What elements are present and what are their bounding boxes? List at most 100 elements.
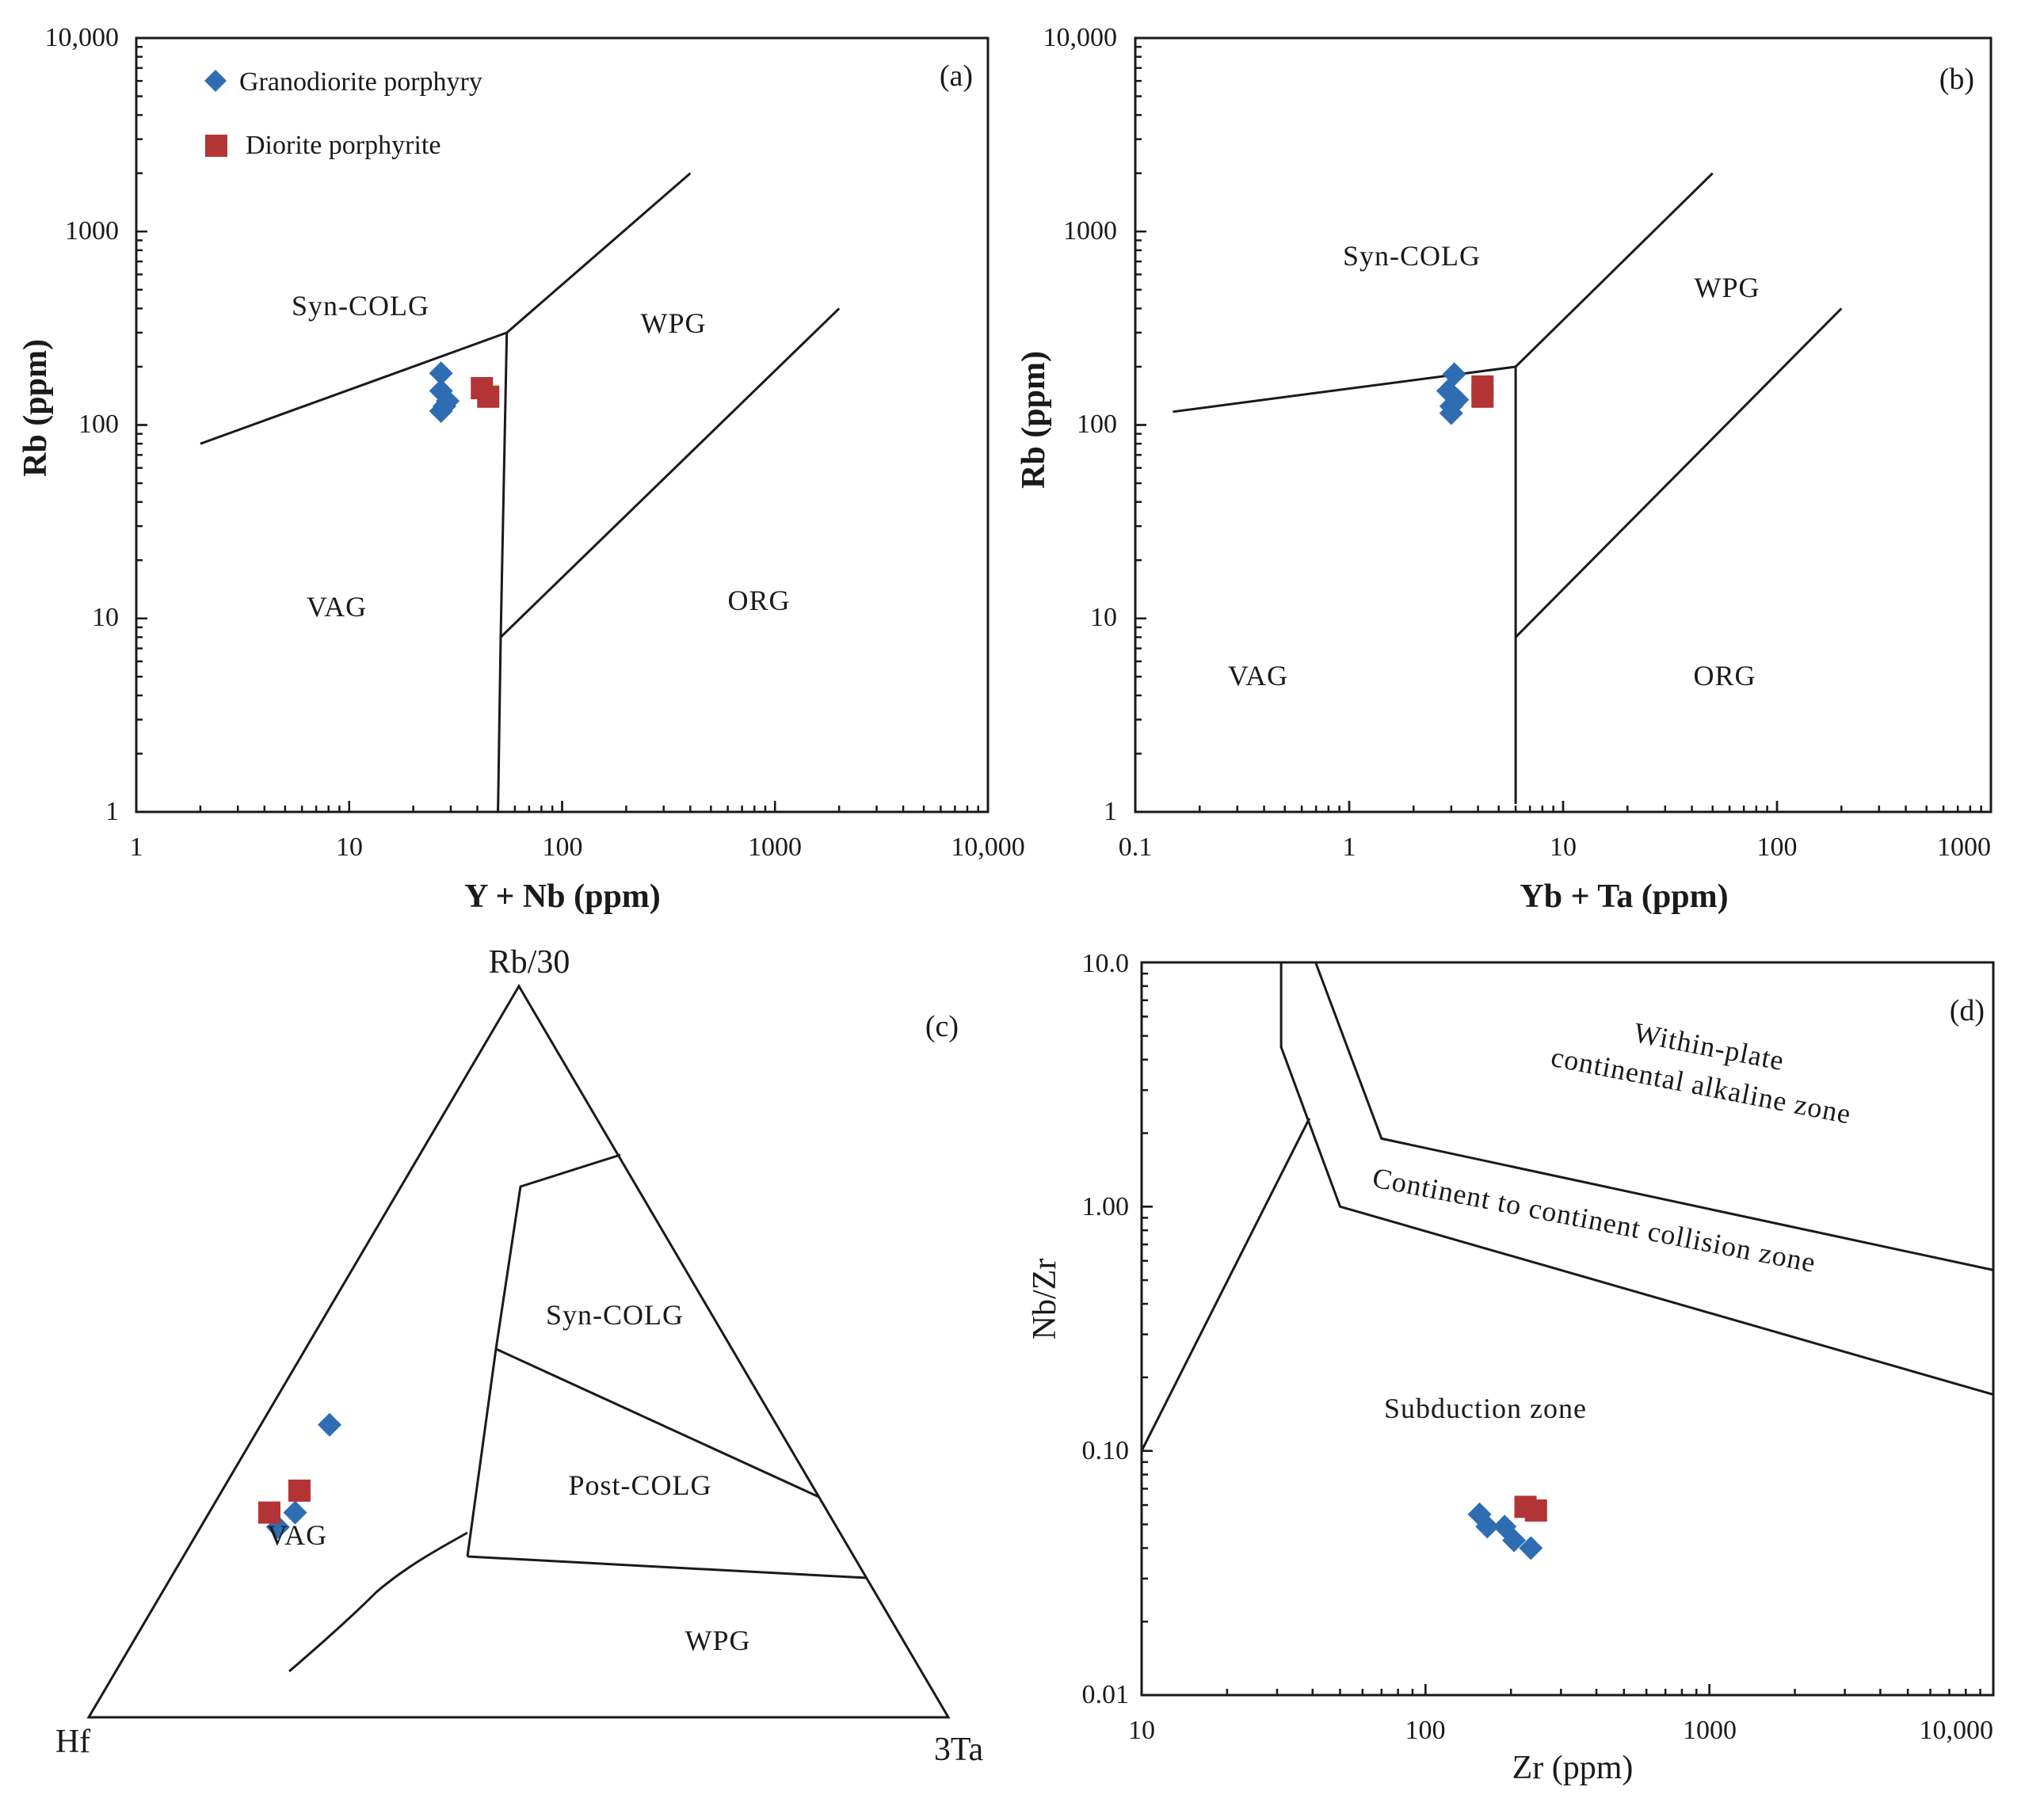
granodiorite-point: [1502, 1528, 1527, 1553]
diorite-point: [1471, 385, 1494, 408]
panel-a: 1 10 100 1000 10,000 1 10 100 1000 10,00…: [17, 23, 1025, 915]
panel-d-xtick-label: 10: [1128, 1716, 1155, 1745]
ternary-boundary: [288, 1531, 468, 1673]
panel-d-ticks: [1140, 961, 1995, 1697]
granodiorite-point: [283, 1500, 307, 1525]
zone-label-wpg: WPG: [1695, 272, 1760, 303]
ternary-triangle: [86, 984, 951, 1719]
ternary-boundary: [495, 1347, 820, 1499]
panel-a-ytick-label: 10: [92, 603, 119, 632]
discrimination-boundary: [499, 307, 841, 638]
panel-c: Rb/30 Hf 3Ta (c) Syn-COLG Post-COLG VAG …: [55, 944, 984, 1768]
zone-label-org: ORG: [1693, 660, 1756, 692]
ternary-boundary: [466, 1153, 621, 1557]
panel-d-xtick-label: 100: [1405, 1716, 1446, 1745]
zone-label-post-colg: Post-COLG: [568, 1469, 711, 1501]
ternary-boundary: [467, 1555, 868, 1579]
panel-b-xtick-label: 1000: [1937, 833, 1991, 862]
panel-d-label: (d): [1950, 994, 1985, 1027]
panel-a-ytick-label: 10,000: [45, 23, 120, 52]
ternary-apex-top: Rb/30: [489, 944, 570, 981]
panel-b-ticks: [1134, 36, 1993, 813]
panel-a-xtick-label: 1: [130, 833, 143, 862]
legend-diorite-label: Diorite porphyrite: [246, 131, 440, 160]
panel-a-xtick-label: 10,000: [951, 833, 1025, 862]
diorite-point: [288, 1479, 311, 1502]
zone-label-wpg: WPG: [641, 307, 707, 339]
panel-d-points: [1467, 1495, 1547, 1560]
panel-d-ytick-label: 1.00: [1082, 1192, 1130, 1221]
ternary-apex-left: Hf: [55, 1724, 90, 1760]
panel-b-xtick-label: 1: [1343, 833, 1356, 862]
panel-c-points: [257, 1412, 341, 1540]
zone-label-subduction: Subduction zone: [1384, 1393, 1587, 1424]
legend: Granodiorite porphyry Diorite porphyrite: [204, 67, 482, 160]
panel-c-label: (c): [925, 1010, 959, 1043]
ternary-apex-right: 3Ta: [934, 1732, 984, 1768]
panel-a-x-axis-title: Y + Nb (ppm): [464, 878, 661, 915]
panel-b-y-axis-title: Rb (ppm): [1016, 351, 1052, 489]
zone-label-syn-colg: Syn-COLG: [1343, 240, 1481, 272]
panel-b-xtick-label: 10: [1550, 833, 1577, 862]
diorite-point: [257, 1501, 280, 1524]
discrimination-boundary: [1515, 307, 1843, 638]
panel-d: 0.01 0.10 1.00 10.0 10 100 1000 10,000 Z…: [1027, 949, 1995, 1786]
zone-label-wpg: WPG: [685, 1625, 751, 1656]
discrimination-boundary: [1314, 962, 1994, 1271]
panel-a-y-axis-title: Rb (ppm): [17, 339, 54, 477]
panel-d-ytick-label: 0.01: [1082, 1680, 1130, 1709]
panel-b-xtick-label: 100: [1757, 833, 1798, 862]
zone-label-collision: Continent to continent collision zone: [1370, 1161, 1818, 1278]
panel-a-ytick-label: 1: [105, 797, 119, 826]
panel-a-xtick-label: 100: [543, 833, 583, 862]
panel-b-points: [1436, 362, 1494, 425]
granodiorite-point: [1519, 1536, 1543, 1560]
panel-a-points: [429, 361, 500, 423]
panel-a-boundaries: [200, 172, 841, 813]
panel-b-boundaries: [1173, 172, 1843, 804]
zone-label-vag: VAG: [307, 591, 367, 623]
legend-granodiorite-label: Granodiorite porphyry: [239, 67, 482, 97]
panel-b-label: (b): [1939, 63, 1974, 96]
panel-d-xtick-label: 1000: [1683, 1716, 1737, 1745]
discrimination-boundary: [1140, 1118, 1311, 1452]
panel-d-ytick-label: 10.0: [1082, 949, 1130, 978]
panel-d-x-axis-title: Zr (ppm): [1512, 1750, 1634, 1786]
panel-b-ytick-label: 10: [1090, 603, 1117, 632]
diorite-point: [477, 385, 500, 408]
discrimination-boundary: [1279, 962, 1994, 1396]
panel-b-plot-frame: [1134, 36, 1993, 813]
granodiorite-point: [1475, 1515, 1500, 1539]
panel-b-x-axis-title: Yb + Ta (ppm): [1520, 878, 1728, 915]
zone-label-syn-colg: Syn-COLG: [546, 1299, 684, 1331]
legend-granodiorite-marker: [204, 70, 227, 92]
granodiorite-point: [1439, 401, 1463, 425]
panel-b-ytick-label: 100: [1077, 410, 1117, 439]
discrimination-boundary: [1173, 172, 1714, 413]
zone-label-vag: VAG: [1228, 660, 1288, 692]
granodiorite-point: [318, 1412, 341, 1437]
panel-d-xtick-label: 10,000: [1920, 1716, 1994, 1745]
granodiorite-point: [429, 361, 453, 386]
legend-diorite-marker: [205, 135, 227, 157]
panel-a-ytick-label: 100: [78, 410, 119, 439]
panel-a-xtick-label: 10: [336, 833, 363, 862]
zone-label-syn-colg: Syn-COLG: [292, 290, 429, 322]
zone-label-vag: VAG: [267, 1519, 327, 1551]
granodiorite-point: [429, 398, 453, 423]
panel-a-ticks: [135, 36, 990, 813]
zone-label-org: ORG: [727, 585, 790, 616]
panel-c-boundaries: [288, 1153, 868, 1673]
panel-b-xtick-label: 0.1: [1119, 833, 1153, 862]
panel-b-ytick-label: 10,000: [1043, 23, 1118, 52]
panel-d-y-axis-title: Nb/Zr: [1027, 1259, 1063, 1340]
panel-b: 1 10 100 1000 10,000 0.1 1 10 100 1000 Y…: [1016, 23, 1993, 915]
panel-d-boundaries: [1140, 962, 1994, 1452]
panel-a-ytick-label: 1000: [65, 216, 119, 246]
panel-d-ytick-label: 0.10: [1082, 1436, 1130, 1465]
panel-a-label: (a): [940, 59, 973, 93]
panel-b-ytick-label: 1000: [1063, 216, 1117, 246]
panel-d-plot-frame: [1140, 961, 1995, 1697]
panel-b-ytick-label: 1: [1104, 797, 1117, 826]
